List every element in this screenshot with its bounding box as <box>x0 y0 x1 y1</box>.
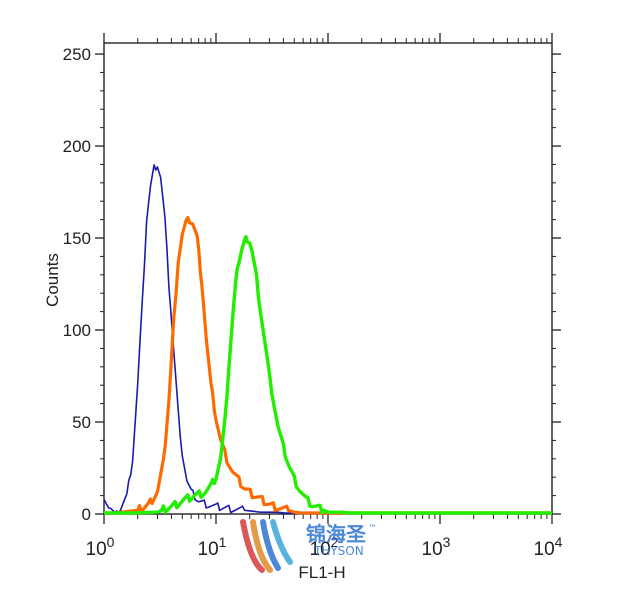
x-tick-label: 101 <box>198 534 227 560</box>
y-tick-label: 100 <box>63 321 91 340</box>
logo-stripe <box>250 519 273 573</box>
series-layer <box>103 164 552 515</box>
brand-trademark: ™ <box>368 524 377 534</box>
y-tick-labels: 0 50 100 150 200 250 <box>63 45 91 524</box>
brand-logo-mark <box>240 519 293 573</box>
y-tick-label: 250 <box>63 45 91 64</box>
x-tick-label: 104 <box>534 534 563 560</box>
y-tick-label: 200 <box>63 137 91 156</box>
y-tick-label: 150 <box>63 229 91 248</box>
plot-frame <box>103 42 553 515</box>
brand-watermark: 锦海圣 ™ THYSON <box>240 519 377 573</box>
x-tick-label: 103 <box>422 534 451 560</box>
y-tick-label: 50 <box>72 413 91 432</box>
x-tick-labels: 100 101 102 103 104 <box>86 534 563 560</box>
plot-area <box>103 42 553 515</box>
brand-name-en: THYSON <box>313 544 364 558</box>
x-tick-label: 100 <box>86 534 115 560</box>
x-major-ticks <box>103 33 553 524</box>
x-minor-ticks <box>137 38 548 519</box>
brand-name-cn: 锦海圣 <box>306 522 367 546</box>
logo-stripe <box>240 519 265 573</box>
y-axis-title: Counts <box>43 253 62 307</box>
logo-stripe <box>270 519 293 565</box>
series-line-3 <box>104 234 552 515</box>
y-tick-label: 0 <box>82 505 91 524</box>
x-tick-label: 102 <box>310 534 339 560</box>
logo-stripe <box>260 519 281 571</box>
y-major-ticks <box>95 53 561 515</box>
x-axis-title: FL1-H <box>298 563 345 582</box>
